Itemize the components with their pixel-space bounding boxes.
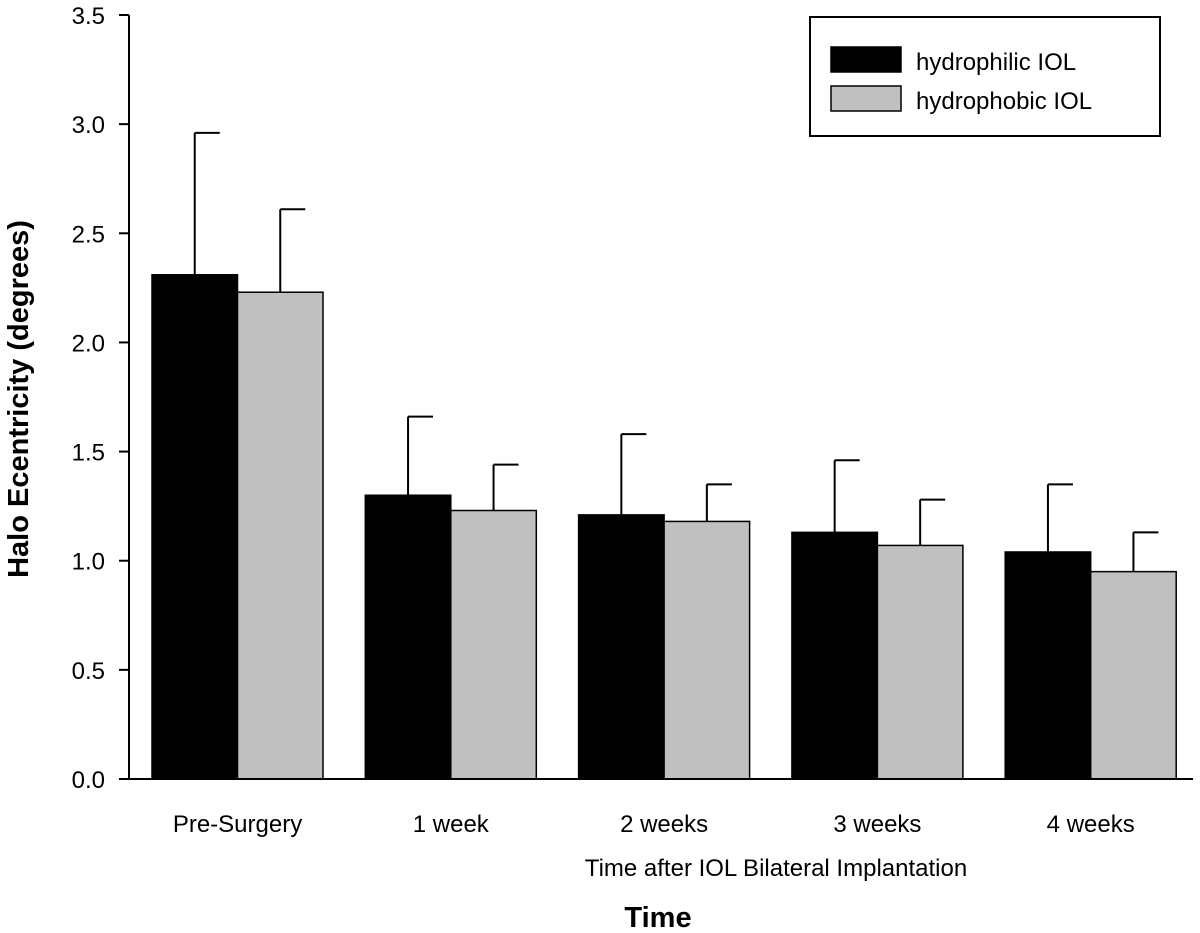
bar-hydrophilic-4 [1004, 551, 1092, 780]
y-tick-label: 2.5 [72, 221, 105, 248]
bar-hydrophobic-2 [663, 520, 751, 780]
x-tick-label: 4 weeks [1047, 811, 1135, 838]
bar-hydrophilic-3 [791, 531, 879, 780]
bar-hydrophobic-1 [450, 509, 538, 780]
y-tick-label: 3.5 [72, 3, 105, 30]
y-tick-label: 0.0 [72, 767, 105, 794]
bar-hydrophilic-2 [577, 514, 665, 780]
x-axis-title: Time [624, 902, 691, 933]
bar-hydrophobic-3 [876, 544, 964, 780]
y-tick-label: 3.0 [72, 112, 105, 139]
y-ticks-layer: 0.0 0.5 1.0 1.5 2.0 2.5 3.0 3.5 [72, 3, 129, 794]
y-tick-label: 1.5 [72, 440, 105, 467]
legend-label-hydrophilic: hydrophilic IOL [916, 49, 1076, 76]
x-axis-subtitle: Time after IOL Bilateral Implantation [585, 855, 967, 882]
legend-frame [809, 16, 1161, 137]
x-tick-label: 1 week [413, 811, 490, 838]
y-axis-title: Halo Ecentricity (degrees) [3, 220, 35, 578]
legend-label-hydrophobic: hydrophobic IOL [916, 88, 1092, 115]
axes-layer [128, 15, 1193, 780]
bars-layer [151, 274, 1177, 780]
bar-hydrophobic-4 [1089, 570, 1177, 780]
x-tick-label: 3 weeks [833, 811, 921, 838]
error-bars-layer [193, 131, 1159, 572]
legend-swatch-hydrophilic [830, 46, 902, 73]
x-ticks-layer: Pre-Surgery 1 week 2 weeks 3 weeks 4 weeks [173, 811, 1135, 838]
y-tick-label: 2.0 [72, 330, 105, 357]
legend: hydrophilic IOL hydrophobic IOL [809, 16, 1161, 137]
y-tick-label: 1.0 [72, 549, 105, 576]
x-tick-label: 2 weeks [620, 811, 708, 838]
bar-hydrophilic-1 [364, 494, 452, 780]
bar-hydrophilic-0 [151, 274, 239, 780]
y-tick-label: 0.5 [72, 658, 105, 685]
legend-swatch-hydrophobic [830, 85, 902, 112]
x-tick-label: Pre-Surgery [173, 811, 302, 838]
bar-hydrophobic-0 [236, 291, 324, 780]
